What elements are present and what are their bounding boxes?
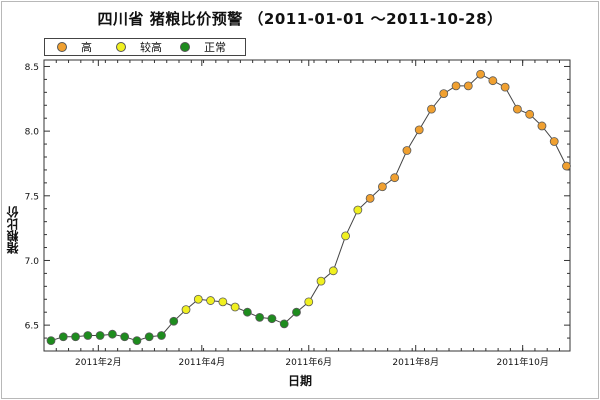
y-tick-label: 7.0 — [25, 257, 40, 267]
data-point — [377, 182, 387, 192]
data-point — [427, 104, 436, 114]
data-point — [206, 296, 215, 305]
data-point — [451, 81, 461, 91]
data-point — [255, 312, 265, 322]
data-point — [341, 231, 350, 241]
data-point — [513, 104, 522, 114]
x-axis-label: 日期 — [287, 374, 312, 388]
plot-area — [43, 59, 571, 352]
data-point — [279, 319, 289, 329]
data-point — [218, 297, 228, 307]
data-point — [193, 294, 203, 304]
data-point — [120, 332, 130, 342]
x-tick-label: 2011年10月 — [496, 356, 548, 368]
legend: 高 较高 正常 — [44, 38, 246, 56]
legend-item-high: 高 — [57, 39, 92, 55]
legend-label-elevated: 较高 — [140, 41, 162, 54]
data-point — [292, 307, 301, 317]
data-point — [402, 146, 412, 155]
data-point — [328, 266, 338, 276]
data-point — [525, 109, 535, 119]
x-tick-label: 2011年2月 — [75, 356, 122, 368]
data-point — [46, 336, 56, 346]
legend-label-normal: 正常 — [204, 41, 226, 54]
data-point — [562, 161, 571, 171]
data-point — [390, 173, 400, 183]
y-tick-label: 6.5 — [25, 322, 39, 332]
data-point — [414, 125, 424, 135]
data-point — [83, 331, 93, 340]
legend-marker-high — [57, 42, 67, 52]
data-point — [144, 332, 154, 342]
data-point — [353, 205, 363, 215]
data-point — [181, 305, 191, 315]
data-point — [316, 276, 326, 286]
x-tick-label: 2011年4月 — [178, 356, 225, 368]
data-point — [107, 329, 117, 339]
legend-item-normal: 正常 — [180, 39, 226, 55]
data-point — [132, 336, 142, 346]
data-point — [267, 314, 277, 324]
data-point — [230, 302, 240, 312]
data-point — [549, 137, 559, 146]
legend-marker-normal — [180, 42, 190, 52]
x-tick-label: 2011年6月 — [285, 356, 332, 368]
chart-title: 四川省 猪粮比价预警 （2011-01-01 ～2011-10-28） — [97, 10, 503, 28]
data-point — [476, 69, 485, 79]
data-point — [365, 193, 375, 203]
legend-label-high: 高 — [81, 41, 92, 54]
x-tick-label: 2011年8月 — [392, 356, 439, 368]
legend-marker-elevated — [116, 42, 126, 52]
y-tick-label: 7.5 — [25, 192, 39, 202]
y-tick-label: 8.5 — [25, 63, 39, 73]
data-point — [500, 82, 510, 92]
data-point — [242, 307, 252, 317]
y-axis-label: 猪粮比价 — [6, 206, 20, 254]
data-point — [157, 331, 166, 340]
data-point — [169, 316, 179, 326]
data-point — [58, 332, 68, 342]
data-point — [537, 121, 547, 131]
data-point — [463, 81, 473, 91]
data-point — [71, 332, 80, 342]
data-point — [304, 297, 314, 307]
data-point — [488, 76, 498, 86]
legend-item-elevated: 较高 — [116, 39, 162, 55]
data-point — [95, 331, 105, 340]
y-tick-label: 8.0 — [25, 128, 40, 138]
data-point — [439, 89, 449, 99]
